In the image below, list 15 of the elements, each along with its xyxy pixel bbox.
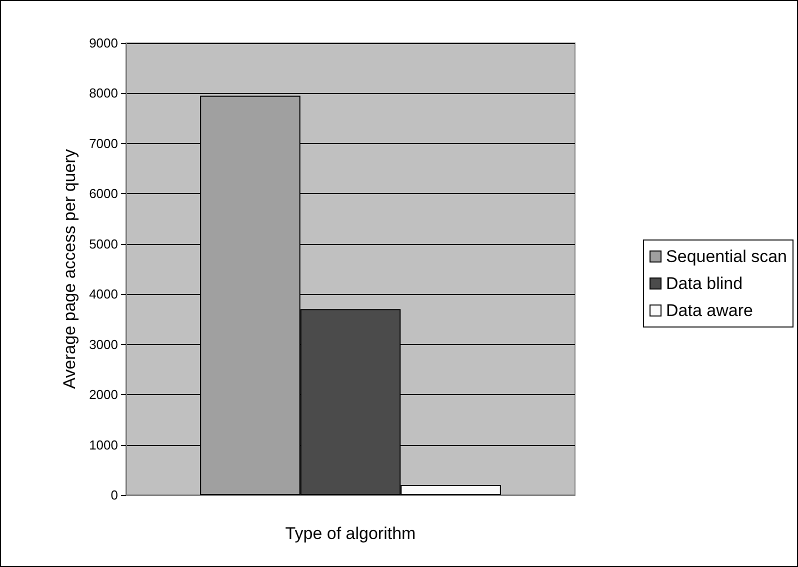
y-axis-title: Average page access per query xyxy=(60,148,79,389)
y-tick-label: 5000 xyxy=(89,236,118,252)
y-tick-label: 6000 xyxy=(89,186,118,202)
y-tick-label: 4000 xyxy=(89,286,118,302)
y-tick-label: 8000 xyxy=(89,86,118,101)
legend-label: Data aware xyxy=(666,301,753,320)
y-tick-label: 9000 xyxy=(89,36,118,50)
y-tick-label: 3000 xyxy=(89,336,118,352)
legend-label: Data blind xyxy=(666,274,743,293)
legend-label: Sequential scan xyxy=(666,247,788,266)
y-tick-label: 0 xyxy=(110,488,118,502)
y-tick-label: 7000 xyxy=(89,136,118,151)
y-tick-label: 2000 xyxy=(89,387,118,402)
x-axis-title: Type of algorithm xyxy=(285,524,416,543)
y-tick-label: 1000 xyxy=(89,437,118,452)
